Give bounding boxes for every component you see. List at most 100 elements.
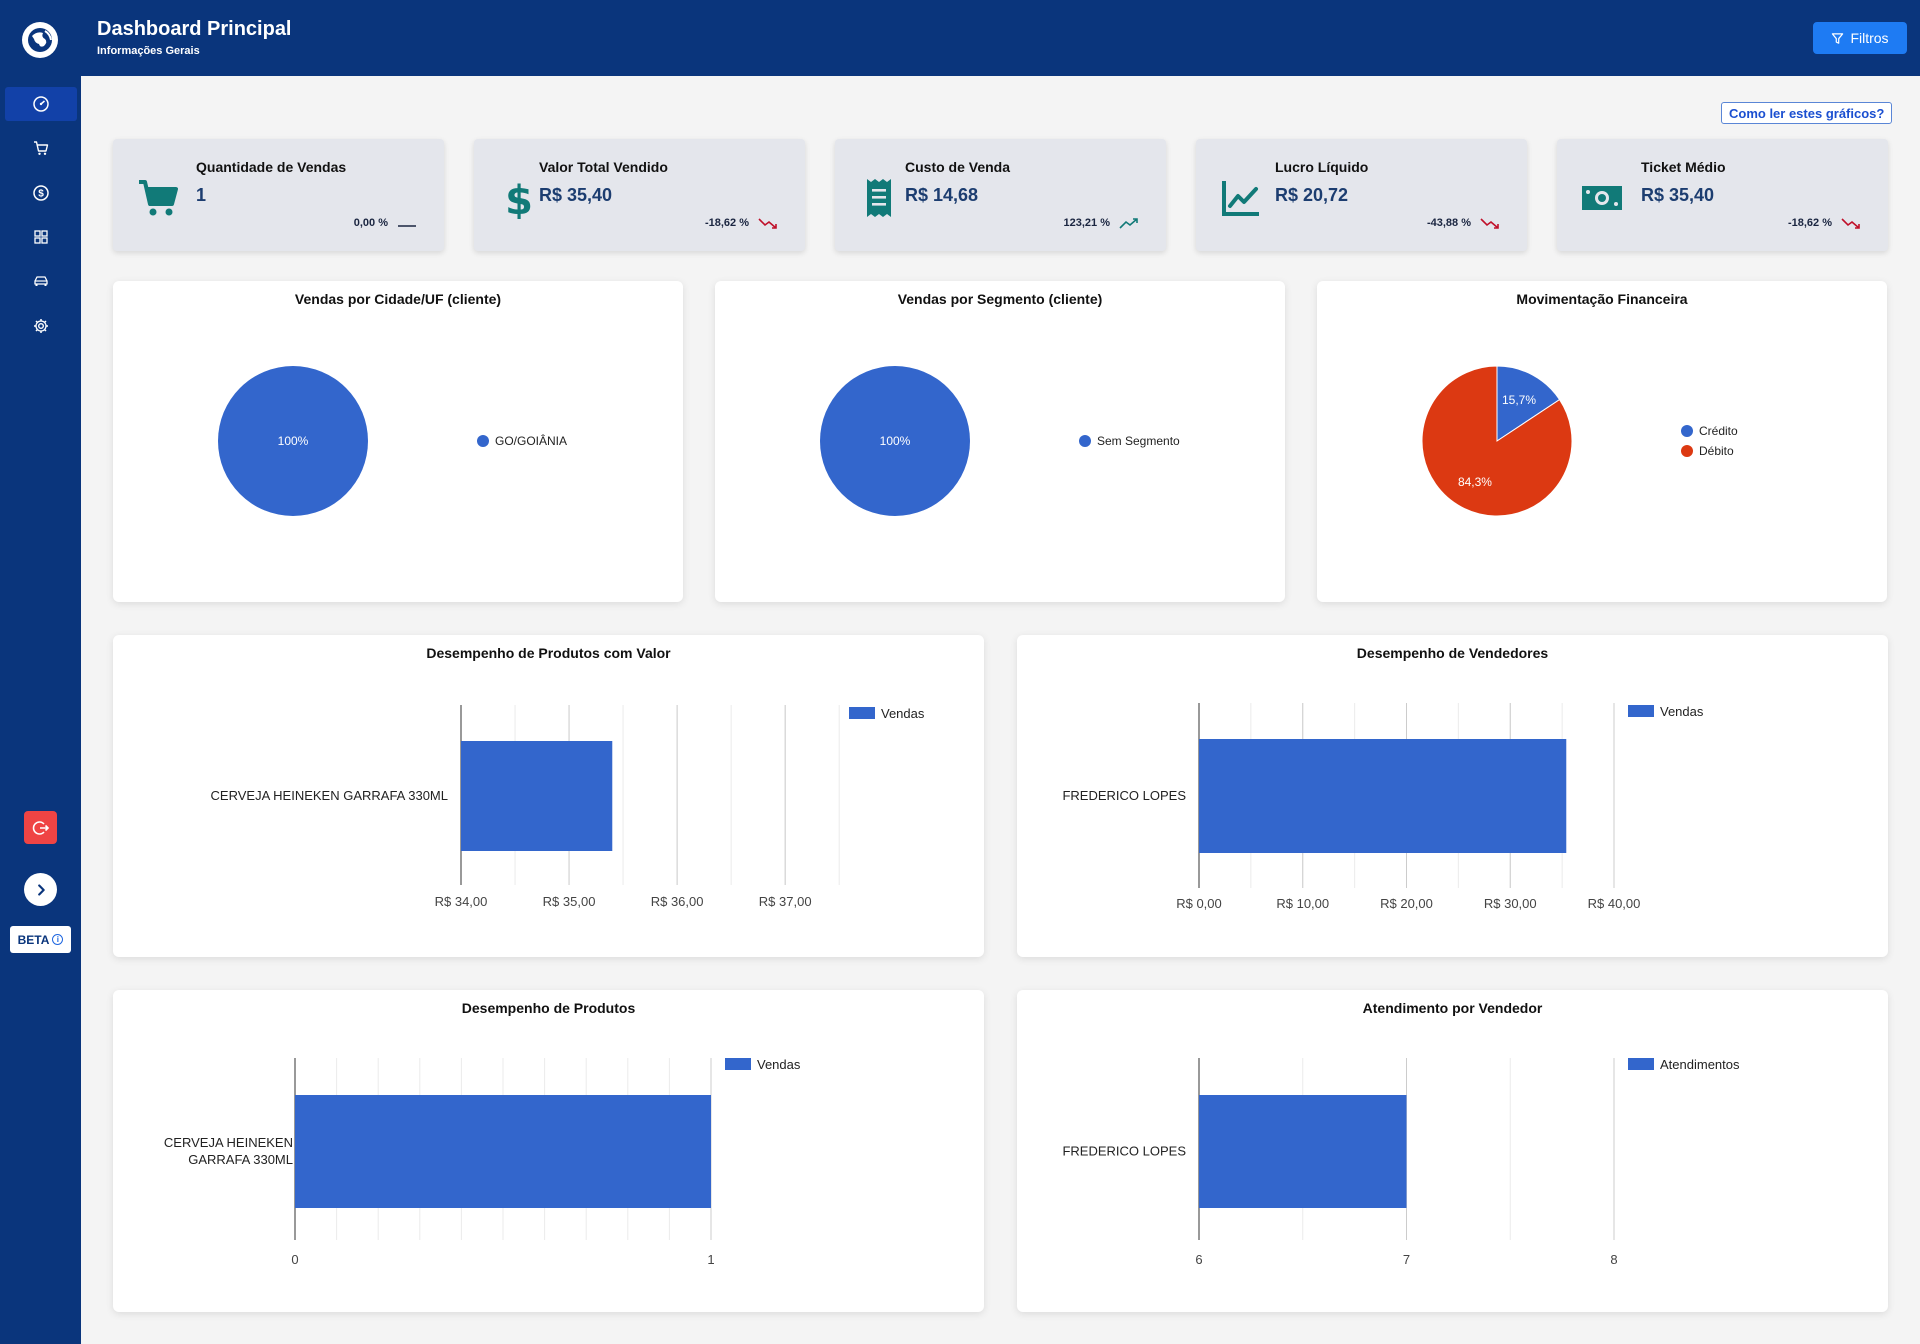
kpi-value: R$ 14,68 <box>905 185 979 205</box>
chart-card-products-performance: Desempenho de Produtos 0 1 CERVEJA HEINEKE… <box>113 990 984 1312</box>
kpi-change: -18,62 % <box>1788 216 1862 230</box>
bar-chart-products-performance: 0 1 CERVEJA HEINEKEN GARRAFA 330ML Vendas <box>164 1057 801 1267</box>
chart-card-service-by-seller: Atendimento por Vendedor 6 7 8 FREDERICO LO… <box>1017 990 1888 1312</box>
gear-icon <box>34 319 48 333</box>
chart-title: Desempenho de Produtos <box>461 1000 636 1016</box>
info-icon: i <box>52 934 64 945</box>
nav-vehicles[interactable] <box>5 264 77 298</box>
pie-slice <box>820 366 970 516</box>
kpi-change-value: -43,88 % <box>1426 217 1471 229</box>
kpi-change-value: -18,62 % <box>704 217 749 229</box>
chart-card-sales-by-city: Vendas por Cidade/UF (cliente) 100% GO/GO… <box>113 281 683 602</box>
x-tick-label: R$ 30,00 <box>1484 896 1537 911</box>
help-charts-link[interactable]: Como ler estes gráficos? <box>1721 102 1893 124</box>
kpi-card-net-profit: Lucro Líquido R$ 20,72 -43,88 % <box>1196 139 1527 251</box>
nav-dashboard[interactable] <box>5 87 77 121</box>
kpi-card-total-sold: $ Valor Total Vendido R$ 35,40 -18,62 % <box>474 139 805 251</box>
legend-marker <box>1079 435 1091 447</box>
trend-down-icon <box>1841 218 1860 229</box>
page-title: Dashboard Principal <box>97 18 292 40</box>
kpi-card-sales-quantity: Quantidade de Vendas 1 0,00 % <box>113 139 444 251</box>
x-tick-label: 1 <box>707 1252 714 1267</box>
receipt-icon <box>867 179 891 217</box>
pie-slice <box>1421 365 1573 517</box>
bar <box>461 741 613 851</box>
bar <box>1199 739 1567 853</box>
x-tick-label: 7 <box>1403 1252 1410 1267</box>
chart-card-sellers-performance: Desempenho de Vendedores R$ 0,00 R$ 10,00… <box>1017 635 1888 957</box>
logout-icon <box>32 820 49 835</box>
x-tick-label: 8 <box>1610 1252 1617 1267</box>
category-label: CERVEJA HEINEKEN GARRAFA 330ML <box>211 788 448 803</box>
kpi-card-sale-cost: Custo de Venda R$ 14,68 123,21 % <box>835 139 1166 251</box>
pie-slice-label: 84,3% <box>1458 475 1492 489</box>
chart-card-products-by-value: Desempenho de Produtos com Valor R$ 34,0… <box>113 635 984 957</box>
chart-title: Desempenho de Vendedores <box>1356 645 1549 661</box>
page-subtitle: Informações Gerais <box>97 45 200 57</box>
kpi-change: 0,00 % <box>354 216 418 230</box>
category-label: FREDERICO LOPES <box>1062 788 1186 803</box>
pie-slice-label: 100% <box>880 434 911 448</box>
chevron-right-icon <box>37 883 45 896</box>
globe-logo-icon[interactable] <box>21 21 59 59</box>
category-label: FREDERICO LOPES <box>1062 1144 1186 1159</box>
bar-chart-sellers-performance: R$ 0,00 R$ 10,00 R$ 20,00 R$ 30,00 R$ 40,00 F… <box>1062 703 1704 911</box>
x-tick-label: R$ 37,00 <box>759 894 812 909</box>
legend-label: Vendas <box>757 1057 801 1072</box>
x-tick-label: R$ 36,00 <box>651 894 704 909</box>
kpi-value: R$ 35,40 <box>539 185 613 205</box>
legend-marker <box>849 707 875 719</box>
svg-text:$: $ <box>38 189 44 200</box>
svg-text:$: $ <box>505 178 533 219</box>
kpi-title: Custo de Venda <box>905 159 1011 175</box>
top-header: Dashboard Principal Informações Gerais F… <box>81 0 1920 76</box>
legend-label: GO/GOIÂNIA <box>495 433 567 448</box>
nav-settings[interactable] <box>5 309 77 343</box>
sidebar: $ BETA <box>0 0 81 1344</box>
legend-marker <box>725 1058 751 1070</box>
kpi-card-average-ticket: Ticket Médio R$ 35,40 -18,62 % <box>1557 139 1888 251</box>
logout-button[interactable] <box>24 811 57 844</box>
x-tick-label: R$ 35,00 <box>543 894 596 909</box>
category-label: GARRAFA 330ML <box>188 1152 293 1167</box>
legend-label: Crédito <box>1699 424 1738 438</box>
beta-badge[interactable]: BETA i <box>10 926 71 953</box>
filters-label: Filtros <box>1850 30 1889 46</box>
kpi-change: 123,21 % <box>1064 216 1140 230</box>
expand-sidebar-button[interactable] <box>24 873 57 906</box>
bar <box>295 1095 711 1208</box>
nav-finance[interactable]: $ <box>5 176 77 210</box>
pie-slice <box>1496 365 1561 442</box>
pie-slice-label: 100% <box>278 434 309 448</box>
bar <box>1199 1095 1407 1208</box>
dollar-circle-icon: $ <box>33 185 49 201</box>
kpi-change-value: 0,00 % <box>353 217 388 229</box>
legend-marker <box>1681 425 1693 437</box>
nav-products[interactable] <box>5 220 77 254</box>
bar-chart-service-by-seller: 6 7 8 FREDERICO LOPES Atendimentos <box>1062 1057 1740 1267</box>
legend-label: Sem Segmento <box>1097 434 1180 448</box>
chart-title: Vendas por Segmento (cliente) <box>897 291 1103 307</box>
chart-card-sales-by-segment: Vendas por Segmento (cliente) 100% Sem Se… <box>715 281 1285 602</box>
nav-sales[interactable] <box>5 131 77 165</box>
shopping-cart-icon <box>139 180 178 216</box>
filters-button[interactable]: Filtros <box>1813 22 1907 54</box>
kpi-title: Ticket Médio <box>1641 159 1726 175</box>
x-tick-label: 0 <box>291 1252 298 1267</box>
legend-marker <box>477 435 489 447</box>
kpi-change: -43,88 % <box>1427 216 1501 230</box>
kpi-change-value: 123,21 % <box>1063 217 1110 229</box>
category-label: CERVEJA HEINEKEN <box>164 1135 293 1150</box>
beta-label: BETA <box>17 932 50 947</box>
kpi-value: R$ 20,72 <box>1275 185 1349 205</box>
legend-marker <box>1681 445 1693 457</box>
chart-title: Desempenho de Produtos com Valor <box>426 645 671 661</box>
x-tick-label: R$ 20,00 <box>1380 896 1433 911</box>
trend-down-icon <box>758 218 777 229</box>
line-chart-icon <box>1222 181 1259 216</box>
chart-title: Movimentação Financeira <box>1516 291 1688 307</box>
trend-flat-icon <box>398 225 416 227</box>
car-icon <box>34 276 48 286</box>
chart-title: Atendimento por Vendedor <box>1362 1000 1543 1016</box>
dollar-sign-icon: $ <box>505 178 533 219</box>
